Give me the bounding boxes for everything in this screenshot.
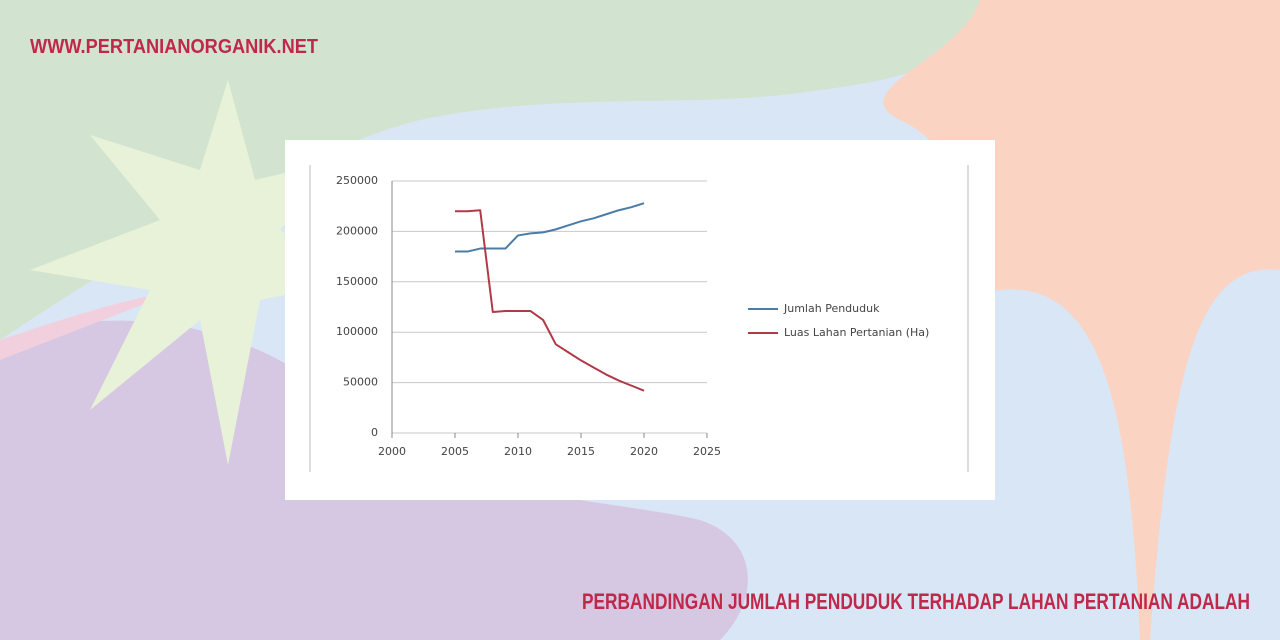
x-tick-label: 2005 <box>441 445 469 458</box>
chart-panel <box>285 140 995 500</box>
y-tick-label: 100000 <box>336 325 378 338</box>
y-tick-label: 0 <box>371 426 378 439</box>
headline: PERBANDINGAN JUMLAH PENDUDUK TERHADAP LA… <box>582 589 1250 614</box>
data-line <box>455 209 645 392</box>
blob-pink <box>0 290 180 360</box>
data-line <box>455 202 645 253</box>
x-tick-label: 2025 <box>693 445 721 458</box>
blob-green <box>0 0 981 340</box>
plot: 0 50000 100000 150000 200000 250000 2000 2005 20… <box>336 174 929 458</box>
x-tick-label: 2020 <box>630 445 658 458</box>
x-tick-label: 2015 <box>567 445 595 458</box>
y-tick-label: 50000 <box>343 376 378 389</box>
site-name: WWW.PERTANIANORGANIK.NET <box>30 36 318 58</box>
x-tick-label: 2000 <box>378 445 406 458</box>
x-tick-label: 2010 <box>504 445 532 458</box>
legend-label: Jumlah Penduduk <box>783 302 880 315</box>
legend-label: Luas Lahan Pertanian (Ha) <box>784 326 929 339</box>
y-tick-label: 250000 <box>336 174 378 187</box>
y-tick-label: 150000 <box>336 275 378 288</box>
y-tick-label: 200000 <box>336 224 378 237</box>
star-shape <box>30 80 360 465</box>
